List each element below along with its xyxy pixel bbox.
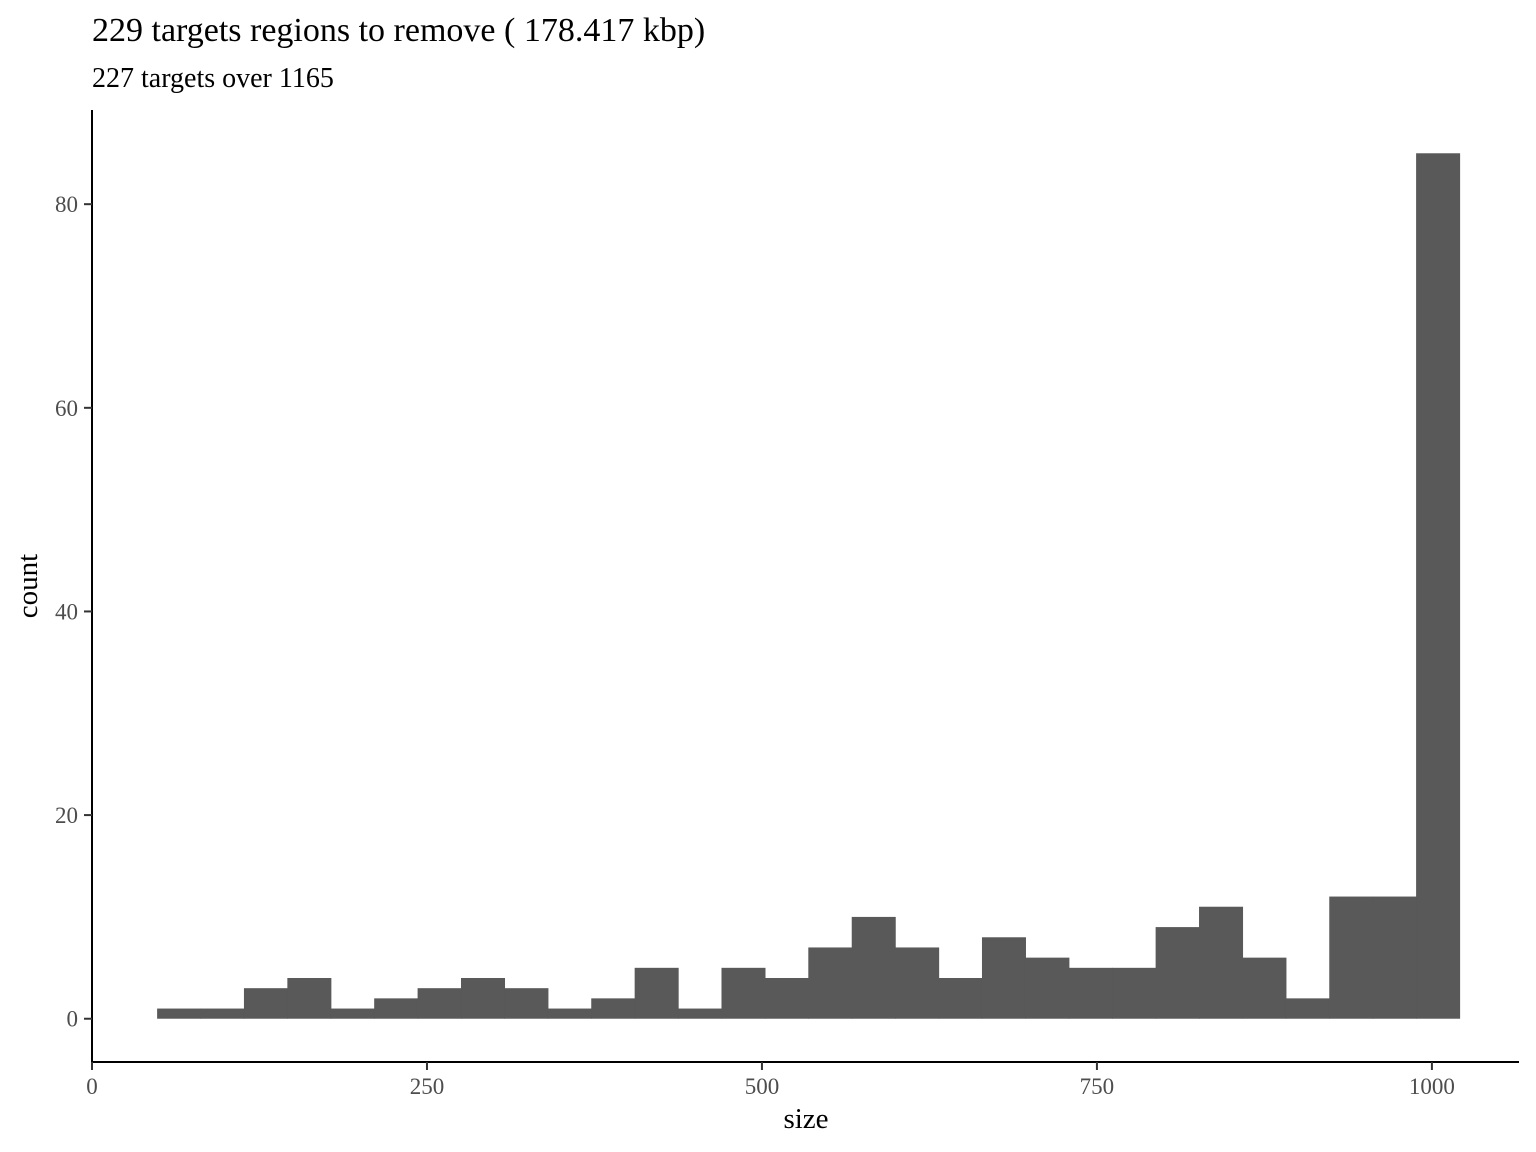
histogram-bar: [1416, 153, 1461, 1019]
histogram-bars: [157, 153, 1461, 1019]
histogram-bar: [1155, 927, 1200, 1019]
y-axis-ticks: 0 20 40 60 80: [55, 192, 92, 1032]
histogram-bar: [591, 998, 636, 1019]
histogram-bar: [1025, 957, 1070, 1019]
histogram-bar: [330, 1008, 375, 1019]
histogram-bar: [1068, 967, 1113, 1019]
y-axis-label: count: [12, 554, 44, 618]
histogram-bar: [1285, 998, 1330, 1019]
x-tick-label: 250: [410, 1074, 445, 1099]
y-tick-label: 20: [55, 803, 78, 828]
y-tick-label: 40: [55, 599, 78, 624]
histogram-bar: [417, 988, 462, 1019]
histogram-bar: [1112, 967, 1157, 1019]
x-tick-label: 1000: [1409, 1074, 1455, 1099]
histogram-bar: [243, 988, 288, 1019]
x-axis-ticks: 0 250 500 750 1000: [86, 1062, 1455, 1099]
y-tick-label: 60: [55, 396, 78, 421]
histogram-bar: [808, 947, 853, 1019]
y-tick-label: 0: [67, 1007, 79, 1032]
x-tick-label: 750: [1080, 1074, 1115, 1099]
chart-subtitle: 227 targets over 1165: [92, 63, 334, 94]
histogram-bar: [287, 978, 332, 1019]
histogram-bar: [634, 967, 679, 1019]
x-tick-label: 500: [745, 1074, 780, 1099]
x-tick-label: 0: [86, 1074, 98, 1099]
histogram-bar: [981, 937, 1026, 1019]
histogram-bar: [678, 1008, 723, 1019]
histogram-bar: [1329, 896, 1374, 1019]
histogram-bar: [764, 978, 809, 1019]
histogram-bar: [938, 978, 983, 1019]
y-tick-label: 80: [55, 192, 78, 217]
histogram-bar: [1199, 906, 1244, 1019]
histogram-bar: [721, 967, 766, 1019]
histogram-bar: [1242, 957, 1287, 1019]
histogram-bar: [504, 988, 549, 1019]
histogram-bar: [895, 947, 940, 1019]
chart-title: 229 targets regions to remove ( 178.417 …: [92, 12, 705, 49]
histogram-bar: [547, 1008, 592, 1019]
histogram-bar: [851, 916, 896, 1019]
x-axis-label: size: [783, 1103, 828, 1135]
histogram-bar: [374, 998, 419, 1019]
histogram-bar: [200, 1008, 245, 1019]
histogram-bar: [1372, 896, 1417, 1019]
histogram-bar: [461, 978, 506, 1019]
histogram-bar: [157, 1008, 202, 1019]
